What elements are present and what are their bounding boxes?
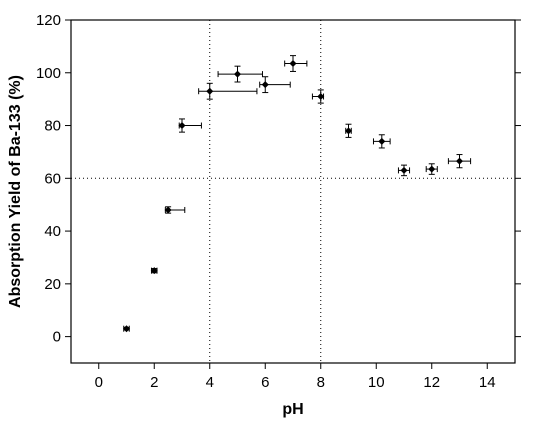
x-tick-label: 4 [206,374,214,391]
y-tick-label: 20 [44,276,61,293]
data-point [345,127,352,135]
plot-frame [70,19,516,364]
data-point [150,267,158,275]
x-tick-label: 14 [479,374,496,391]
x-tick-label: 2 [150,374,158,391]
x-tick-label: 0 [95,374,103,391]
data-point [317,93,325,101]
data-point [234,70,241,78]
x-axis-ticks: 0 2 4 6 8 10 12 14 [95,363,496,391]
data-point [400,166,408,174]
y-tick-label: 60 [44,170,61,187]
error-bars [123,55,472,332]
x-tick-label: 12 [423,374,440,391]
y-tick-label: 100 [36,65,61,82]
data-point [261,81,269,89]
data-point [428,165,436,173]
x-tick-label: 10 [368,374,385,391]
x-tick-label: 8 [317,374,325,391]
y-axis-title: Absorption Yield of Ba-133 (%) [7,75,24,308]
y-tick-label: 40 [44,223,61,240]
data-point [178,122,186,130]
y-axis-ticks: 0 20 40 60 80 100 120 [36,12,521,346]
data-point [456,157,463,165]
data-point [289,60,297,68]
data-point [378,137,386,145]
x-tick-label: 6 [261,374,269,391]
data-points [123,60,463,333]
y-tick-label: 80 [44,118,61,135]
y-tick-label: 120 [36,12,61,29]
data-point [164,206,172,214]
x-axis-title: pH [282,401,303,418]
data-point [206,87,214,95]
y-tick-label: 0 [53,329,61,346]
data-point [123,325,130,333]
